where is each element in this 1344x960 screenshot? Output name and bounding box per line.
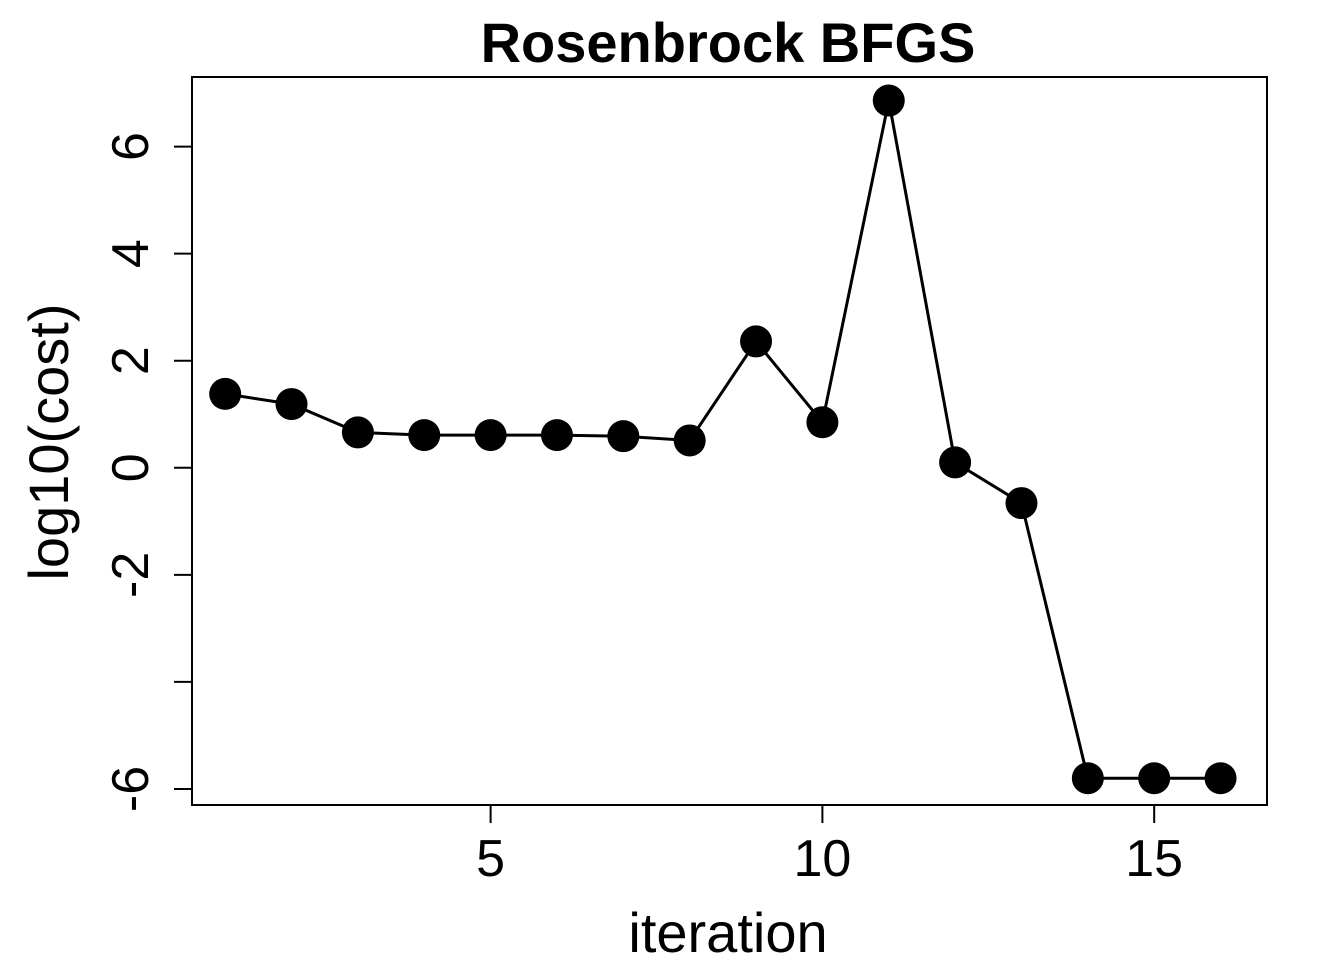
data-point-9 [740,325,773,358]
series-group [209,84,1237,795]
x-axis: 5 10 15 [476,805,1183,888]
data-point-10 [806,406,839,439]
data-point-13 [1005,487,1038,520]
plot-frame [191,76,1268,806]
series-line-0 [224,100,1221,780]
y-axis-label: log10(cost) [17,303,80,580]
y-tick-label-4: 4 [102,239,160,268]
data-point-16 [1204,762,1237,795]
x-tick-label-5: 5 [476,830,505,888]
chart-title: Rosenbrock BFGS [481,11,976,74]
data-point-6 [540,419,573,452]
data-point-4 [408,419,441,452]
y-tick-label-2: 2 [102,346,160,375]
x-tick-label-10: 10 [793,830,851,888]
x-tick-label-15: 15 [1125,830,1183,888]
y-tick-label--2: -2 [102,552,160,598]
y-tick-label-0: 0 [102,453,160,482]
data-point-15 [1138,762,1171,795]
data-point-8 [673,424,706,457]
data-point-2 [275,388,308,421]
y-tick-label--6: -6 [102,766,160,812]
data-point-14 [1071,762,1104,795]
data-point-11 [872,84,905,117]
y-axis: -6 -2 0 2 4 6 [102,132,192,812]
data-point-1 [209,377,242,410]
data-point-3 [341,416,374,449]
y-tick-label-6: 6 [102,132,160,161]
data-point-12 [939,446,972,479]
x-axis-label: iteration [628,901,827,960]
data-point-5 [474,419,507,452]
data-point-7 [607,420,640,453]
